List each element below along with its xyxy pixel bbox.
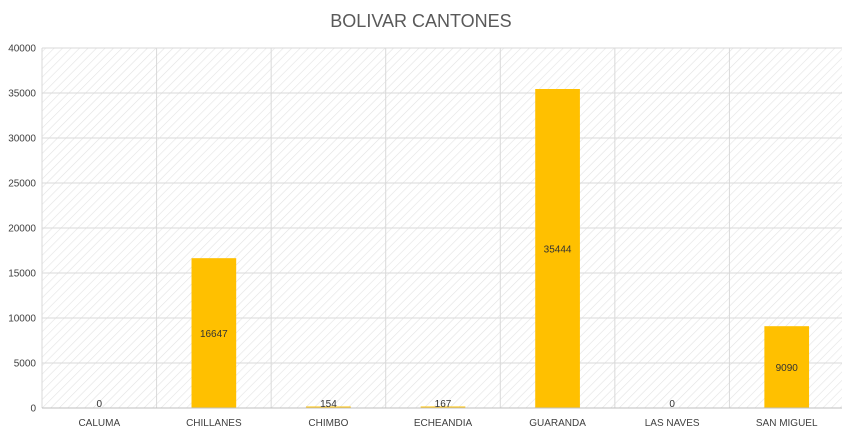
gridlines — [41, 47, 842, 409]
data-label: 0 — [669, 399, 675, 410]
chart-title: BOLIVAR CANTONES — [330, 11, 511, 31]
data-label: 9090 — [776, 363, 799, 374]
y-tick-label: 0 — [30, 404, 36, 415]
y-tick-label: 40000 — [8, 44, 36, 55]
y-tick-label: 5000 — [14, 359, 37, 370]
x-tick-label: CHIMBO — [308, 418, 348, 429]
bar — [306, 406, 351, 408]
bar — [191, 258, 237, 408]
y-tick-label: 25000 — [8, 179, 36, 190]
data-label: 154 — [320, 399, 337, 410]
y-tick-label: 35000 — [8, 89, 36, 100]
data-label: 16647 — [200, 329, 228, 340]
data-label: 35444 — [544, 245, 572, 256]
y-tick-label: 30000 — [8, 134, 36, 145]
y-axis: 0 5000 10000 15000 20000 25000 30000 35000 40000 — [8, 44, 36, 415]
x-tick-label: CHILLANES — [186, 418, 242, 429]
x-tick-label: SAN MIGUEL — [756, 418, 818, 429]
bar — [420, 406, 466, 408]
bar — [535, 89, 580, 408]
x-tick-label: CALUMA — [78, 418, 120, 429]
y-tick-label: 20000 — [8, 224, 36, 235]
y-tick-label: 10000 — [8, 314, 36, 325]
bar — [764, 326, 810, 408]
data-label: 167 — [435, 399, 452, 410]
x-axis: CALUMA CHILLANES CHIMBO ECHEANDIA GUARANDA LA… — [42, 407, 842, 429]
y-tick-label: 15000 — [8, 269, 36, 280]
bars — [191, 89, 810, 408]
x-tick-label: ECHEANDIA — [414, 418, 473, 429]
data-label: 0 — [97, 399, 103, 410]
x-tick-label: GUARANDA — [529, 418, 586, 429]
x-tick-label: LAS NAVES — [645, 418, 700, 429]
data-labels: 0 16647 154 167 35444 0 9090 — [97, 245, 799, 410]
